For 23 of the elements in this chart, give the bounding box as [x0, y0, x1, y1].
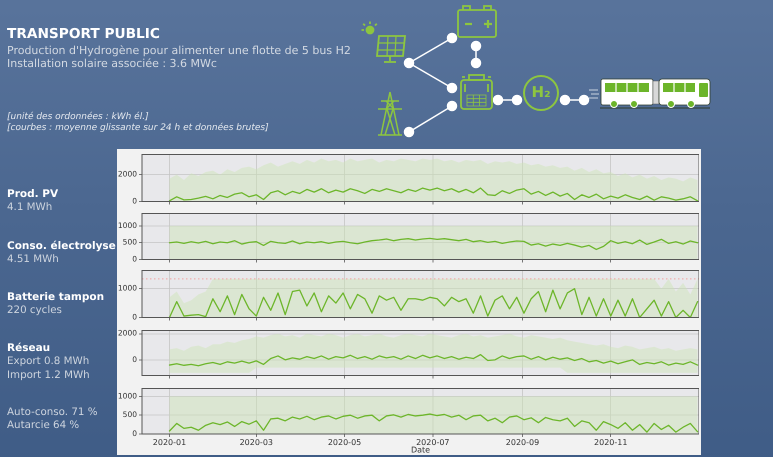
x-tick-label: 2020-03: [240, 438, 274, 447]
text: Production d'Hydrogène pour alimenter une flotte de 5 bus H2 Installation solaire associée : 3.6 MWc: [7, 44, 351, 70]
text: Auto-conso. 71 %: [7, 406, 98, 419]
x-tick-label: 2020-01: [152, 438, 186, 447]
text: Export 0.8 MWh: [7, 355, 90, 368]
hydrogen-icon: H₂: [523, 75, 559, 111]
y-axis-title: Batterie tampon: [7, 290, 104, 304]
text: 220 cycles: [7, 304, 63, 318]
text: Import 1.2 MWh: [7, 368, 90, 382]
text: Autarcie 64 %: [7, 419, 80, 432]
x-tick-label: 2020-11: [594, 438, 628, 447]
x-tick-label: 2020-07: [416, 438, 450, 447]
text: [courbes : moyenne glissante sur 24 h et données brutes]: [7, 122, 269, 134]
y-axis-title: Prod. PV: [7, 188, 58, 201]
x-tick-label: 2020-05: [328, 438, 362, 447]
text: TRANSPORT PUBLIC: [7, 26, 160, 42]
x-axis-title: Date: [410, 445, 430, 454]
text: [unité des ordonnées : kWh él.]: [7, 112, 149, 122]
y-axis-title: Réseau: [7, 342, 52, 355]
text: 4.51 MWh: [7, 253, 60, 266]
x-tick-label: 2020-09: [506, 438, 540, 447]
text: 4.1 MWh: [7, 201, 54, 214]
y-axis-title: Conso. électrolyse: [7, 240, 116, 253]
